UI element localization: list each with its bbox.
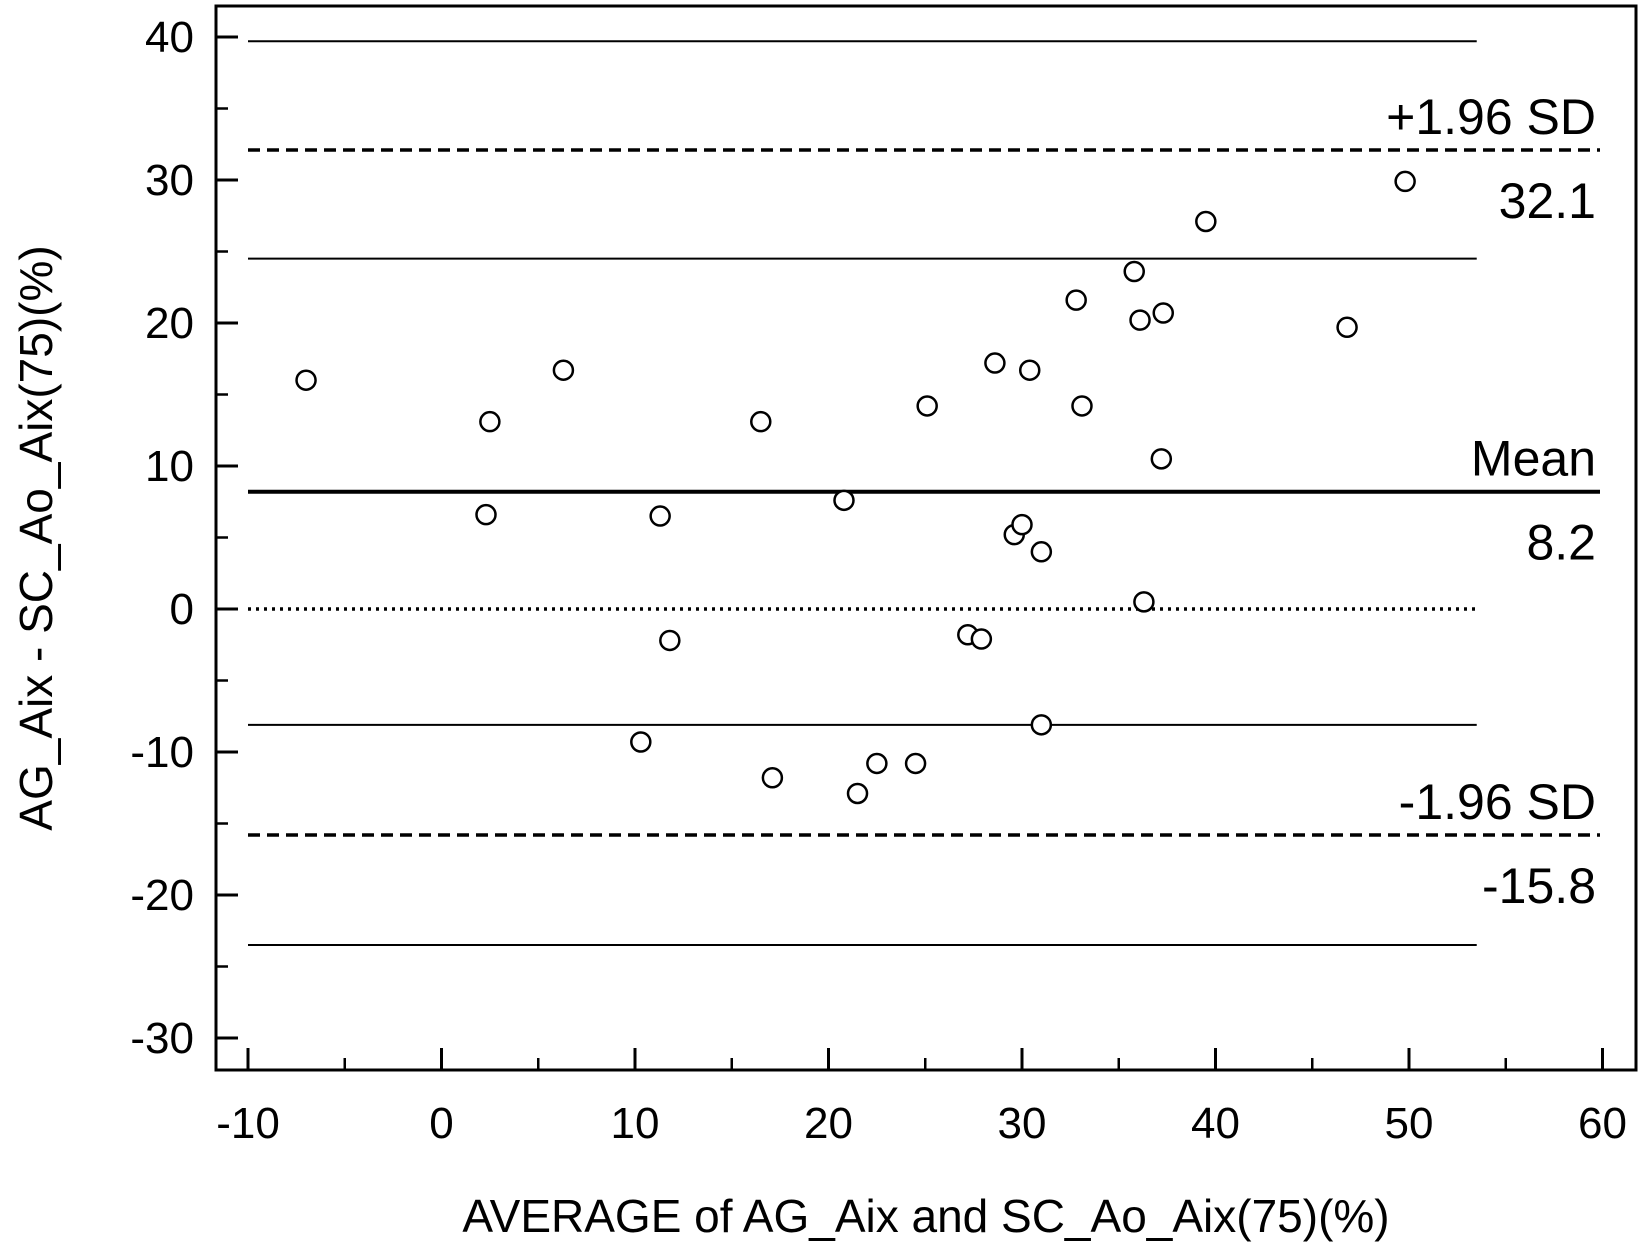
data-point (1336, 316, 1358, 339)
reference-line-label-below: 32.1 (1499, 173, 1596, 229)
plot-frame (214, 4, 1638, 1072)
reference-line-label-above: Mean (1471, 431, 1596, 487)
x-tick-label: 20 (804, 1099, 853, 1148)
data-point (1394, 170, 1416, 193)
x-tick-label: 40 (1191, 1099, 1240, 1148)
data-point (866, 752, 888, 775)
y-tick-label: 10 (145, 442, 194, 491)
x-tick-label: -10 (216, 1099, 280, 1148)
x-axis-label: AVERAGE of AG_Aix and SC_Ao_Aix(75)(%) (462, 1190, 1389, 1242)
reference-line-label-below: -15.8 (1482, 858, 1596, 914)
reference-line-labels: +1.96 SD 32.1 Mean 8.2 -1.96 SD -15.8 (1386, 89, 1596, 914)
data-point (1129, 309, 1151, 331)
data-point (479, 410, 501, 433)
x-axis-ticks: -10 0 10 20 30 40 50 60 (216, 1048, 1627, 1148)
x-tick-label: 10 (611, 1099, 660, 1148)
y-tick-label: 0 (170, 585, 194, 634)
data-point (1071, 395, 1093, 417)
data-point (846, 782, 869, 805)
data-point (1018, 359, 1041, 381)
data-point (984, 352, 1006, 374)
data-point (1011, 513, 1033, 536)
data-point (552, 359, 575, 381)
data-point (649, 505, 671, 527)
data-point (1133, 591, 1155, 613)
data-point (1065, 289, 1087, 311)
data-point (750, 410, 772, 433)
data-point (630, 731, 652, 753)
data-point (1030, 714, 1053, 736)
y-tick-label: 30 (145, 156, 194, 205)
reference-line-label-above: +1.96 SD (1386, 89, 1596, 145)
reference-line-label-above: -1.96 SD (1399, 774, 1596, 830)
data-point (475, 503, 497, 526)
data-point (916, 395, 938, 417)
data-point (1152, 302, 1175, 324)
x-tick-label: 0 (429, 1099, 453, 1148)
data-point (1123, 260, 1145, 283)
data-point (833, 489, 855, 512)
data-point (295, 369, 317, 391)
x-tick-label: 50 (1385, 1099, 1434, 1148)
y-tick-label: 20 (145, 299, 194, 348)
data-point (1195, 210, 1217, 233)
y-tick-label: -30 (130, 1014, 194, 1063)
y-axis-label: AG_Aix - SC_Ao_Aix(75)(%) (10, 245, 62, 830)
y-tick-label: -10 (130, 728, 194, 777)
reference-lines (248, 40, 1600, 947)
data-points (295, 170, 1416, 805)
data-point (970, 628, 993, 650)
data-point (659, 629, 681, 652)
y-tick-label: -20 (130, 871, 194, 920)
reference-line-label-below: 8.2 (1526, 515, 1596, 571)
y-axis-ticks: -30 -20 -10 0 10 20 30 40 (130, 13, 238, 1063)
data-point (904, 752, 927, 775)
data-point (761, 766, 784, 789)
x-tick-label: 30 (998, 1099, 1047, 1148)
x-tick-label: 60 (1578, 1099, 1627, 1148)
y-tick-label: 40 (145, 13, 194, 62)
data-point (1030, 541, 1053, 563)
data-point (1150, 448, 1173, 470)
